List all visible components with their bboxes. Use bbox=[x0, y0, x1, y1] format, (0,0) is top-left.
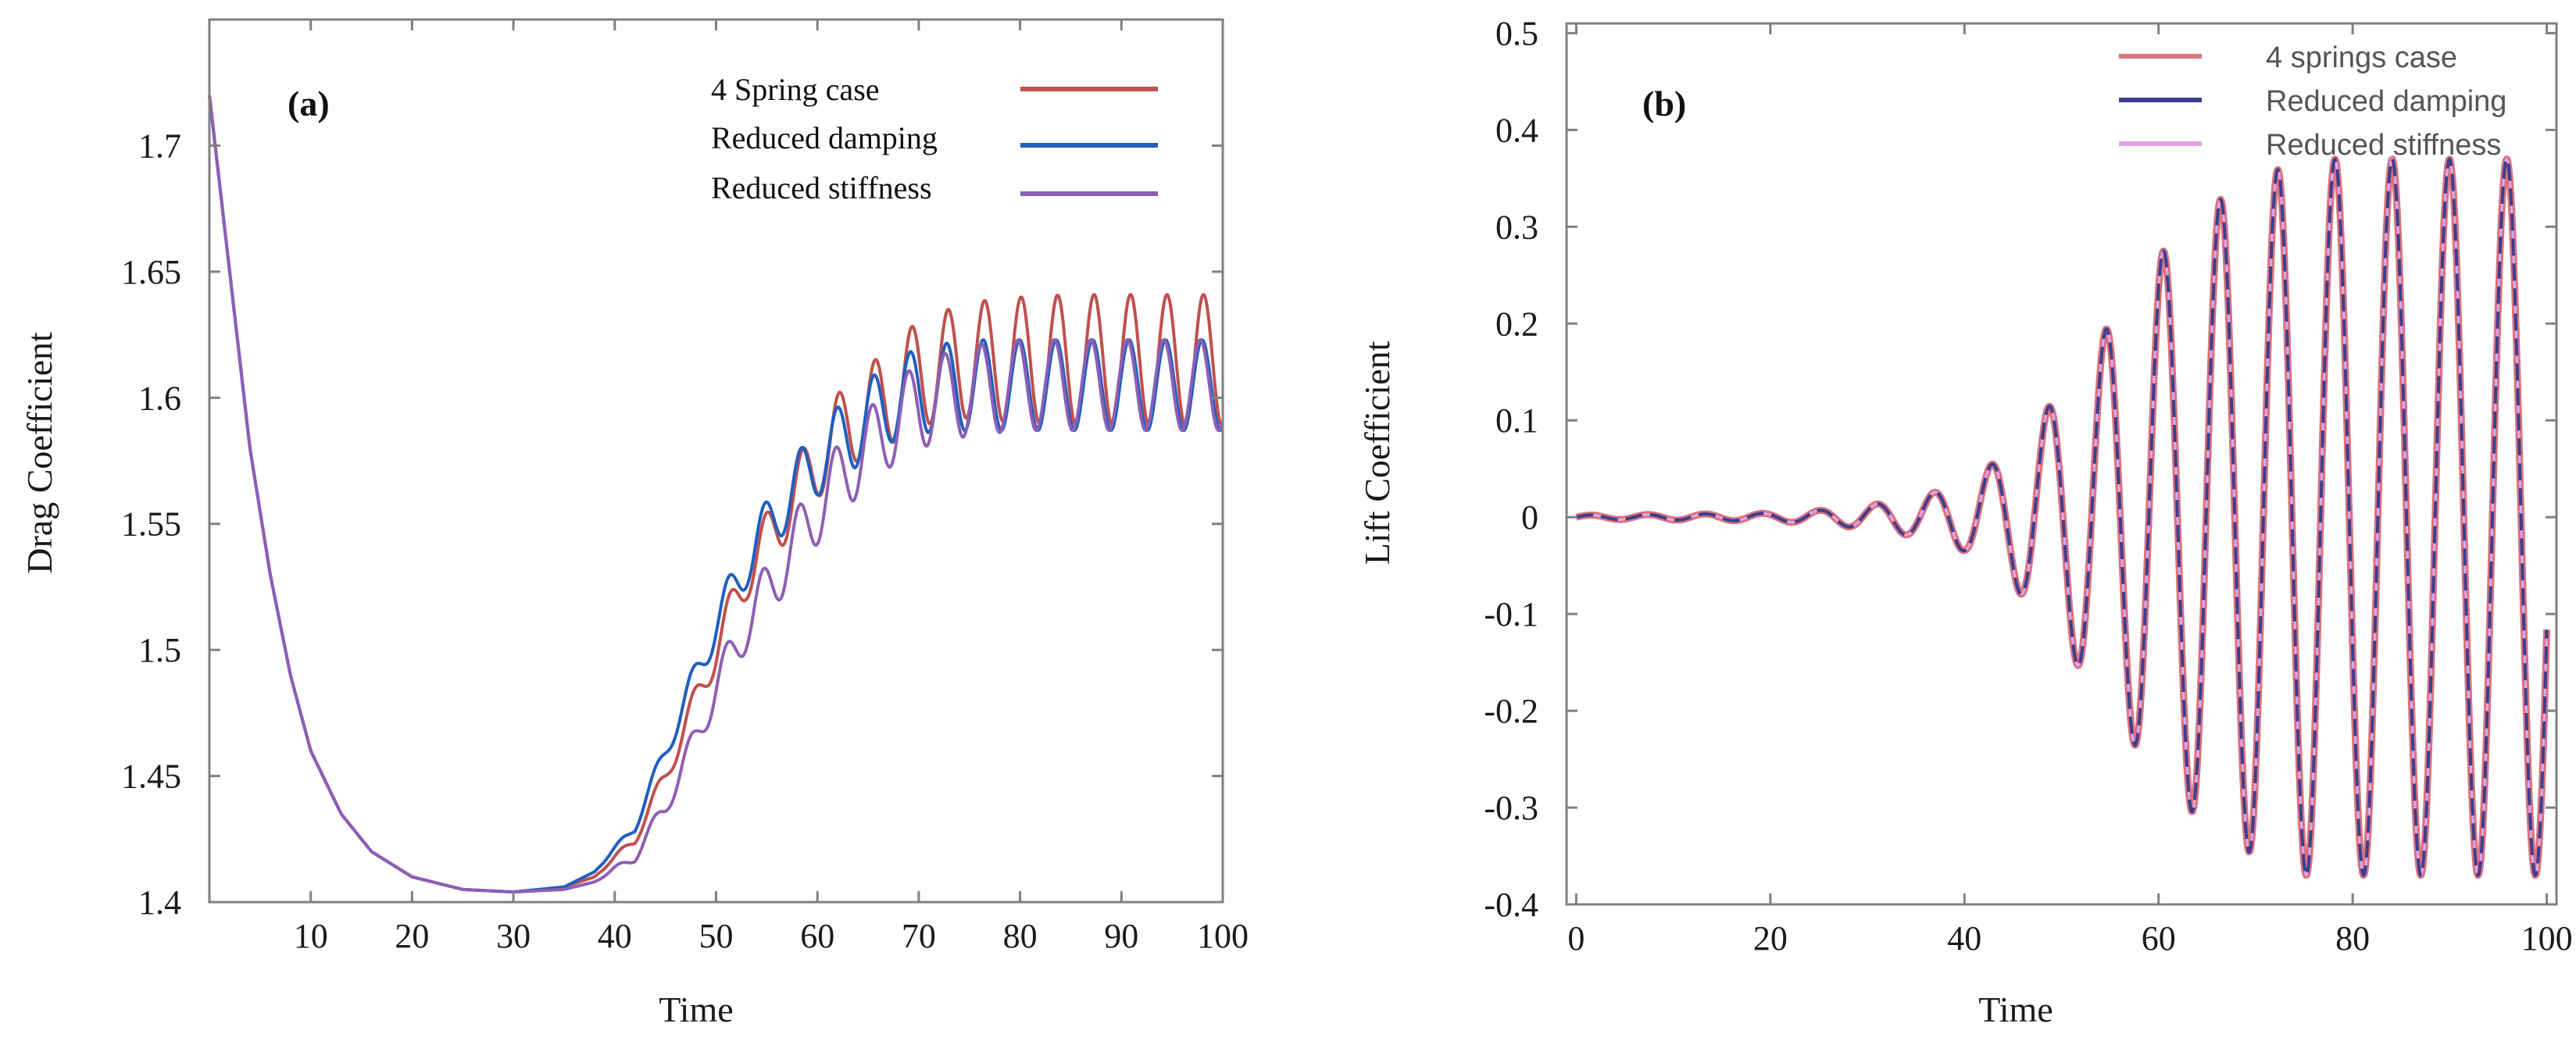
panel-b-y-tick-label-6: 0.2 bbox=[1495, 305, 1538, 343]
panel-b-x-tick-label-5: 100 bbox=[2521, 919, 2573, 958]
panel-a-y-axis-title: Drag Coefficient bbox=[20, 332, 59, 574]
panel-a-x-tick-label-5: 60 bbox=[800, 917, 834, 955]
panel-a-series-1-line bbox=[208, 95, 1223, 894]
panel-b-legend-label-2: Reduced damping bbox=[2266, 85, 2506, 118]
panel-a-series-group bbox=[208, 95, 1224, 894]
panel-b: 0 20 40 60 80 100 -0.4 -0.3 -0.2 -0.1 0 0.1 0.2 0.3 0.… bbox=[1357, 14, 2573, 1029]
panel-b-plot-frame bbox=[1565, 22, 2558, 906]
panel-a-x-tick-label-6: 70 bbox=[902, 917, 936, 955]
panel-a-x-tick-label-0: 10 bbox=[294, 917, 328, 955]
panel-b-x-tick-label-1: 20 bbox=[1753, 919, 1788, 958]
panel-a-y-tick-label-5: 1.65 bbox=[121, 253, 181, 291]
panel-b-y-axis-title: Lift Coefficient bbox=[1357, 341, 1397, 565]
panel-a-series-2-line bbox=[208, 95, 1224, 894]
panel-b-y-tick-label-9: 0.5 bbox=[1495, 14, 1538, 52]
panel-b-legend-label-1: 4 springs case bbox=[2266, 41, 2457, 74]
panel-a-y-tick-label-2: 1.5 bbox=[138, 631, 181, 669]
panel-b-y-tick-label-4: 0 bbox=[1521, 498, 1538, 537]
panel-a-x-tick-label-3: 40 bbox=[598, 917, 632, 955]
panel-a-x-tick-label-7: 80 bbox=[1003, 917, 1038, 955]
panel-a-x-axis-title: Time bbox=[659, 990, 733, 1029]
panel-a-x-tick-label-8: 90 bbox=[1104, 917, 1138, 955]
panel-b-y-tick-label-0: -0.4 bbox=[1484, 886, 1538, 924]
panel-a-y-tick-label-3: 1.55 bbox=[121, 505, 181, 544]
panel-a-tick-labels: 10 20 30 40 50 60 70 80 90 100 1.4 1.45 1.5 1.55 1.6 1.… bbox=[121, 127, 1249, 955]
panel-a-x-tick-label-4: 50 bbox=[699, 917, 734, 955]
panel-a-x-tick-label-9: 100 bbox=[1197, 917, 1249, 955]
panel-b-x-tick-label-4: 80 bbox=[2335, 919, 2370, 958]
panel-b-ticks bbox=[1567, 23, 2556, 906]
panel-b-y-tick-label-5: 0.1 bbox=[1495, 401, 1538, 440]
panel-a-x-tick-label-1: 20 bbox=[395, 917, 429, 955]
panel-a: 10 20 30 40 50 60 70 80 90 100 1.4 1.45 1.5 1.55 1.6 1.… bbox=[20, 18, 1249, 1029]
panel-a-y-tick-label-4: 1.6 bbox=[138, 379, 181, 417]
panel-a-y-tick-label-6: 1.7 bbox=[138, 127, 181, 165]
panel-b-legend-label-3: Reduced stiffness bbox=[2266, 129, 2501, 162]
panel-a-x-tick-label-2: 30 bbox=[496, 917, 531, 955]
panel-b-y-tick-label-3: -0.1 bbox=[1484, 595, 1538, 633]
panel-a-legend: 4 Spring case Reduced damping Reduced st… bbox=[711, 72, 1158, 205]
panel-a-legend-label-3: Reduced stiffness bbox=[711, 170, 932, 205]
panel-b-legend: 4 springs case Reduced damping Reduced s… bbox=[2119, 41, 2506, 162]
panel-b-x-tick-label-0: 0 bbox=[1567, 919, 1585, 958]
panel-b-x-tick-label-3: 60 bbox=[2142, 919, 2176, 958]
panel-b-y-tick-label-2: -0.2 bbox=[1484, 692, 1538, 730]
panel-a-y-tick-label-1: 1.45 bbox=[121, 758, 181, 796]
panel-a-label: (a) bbox=[288, 84, 330, 123]
panel-a-series-3-line bbox=[208, 95, 1224, 894]
panel-a-ticks bbox=[209, 20, 1224, 904]
panel-b-x-tick-label-2: 40 bbox=[1947, 919, 1981, 958]
panel-b-y-tick-label-7: 0.3 bbox=[1495, 208, 1538, 246]
panel-b-x-axis-title: Time bbox=[1978, 990, 2053, 1029]
panel-b-label: (b) bbox=[1642, 84, 1686, 123]
panel-b-series-group bbox=[1574, 155, 2551, 879]
panel-b-tick-labels: 0 20 40 60 80 100 -0.4 -0.3 -0.2 -0.1 0 0.1 0.2 0.3 0.… bbox=[1484, 14, 2572, 958]
panel-a-y-tick-label-0: 1.4 bbox=[138, 883, 181, 922]
panel-a-legend-label-1: 4 Spring case bbox=[711, 72, 880, 107]
panel-b-y-tick-label-8: 0.4 bbox=[1495, 111, 1538, 149]
panel-a-legend-label-2: Reduced damping bbox=[711, 120, 938, 155]
panel-b-y-tick-label-1: -0.3 bbox=[1484, 789, 1538, 827]
panel-b-series-2-line bbox=[1575, 157, 2549, 877]
